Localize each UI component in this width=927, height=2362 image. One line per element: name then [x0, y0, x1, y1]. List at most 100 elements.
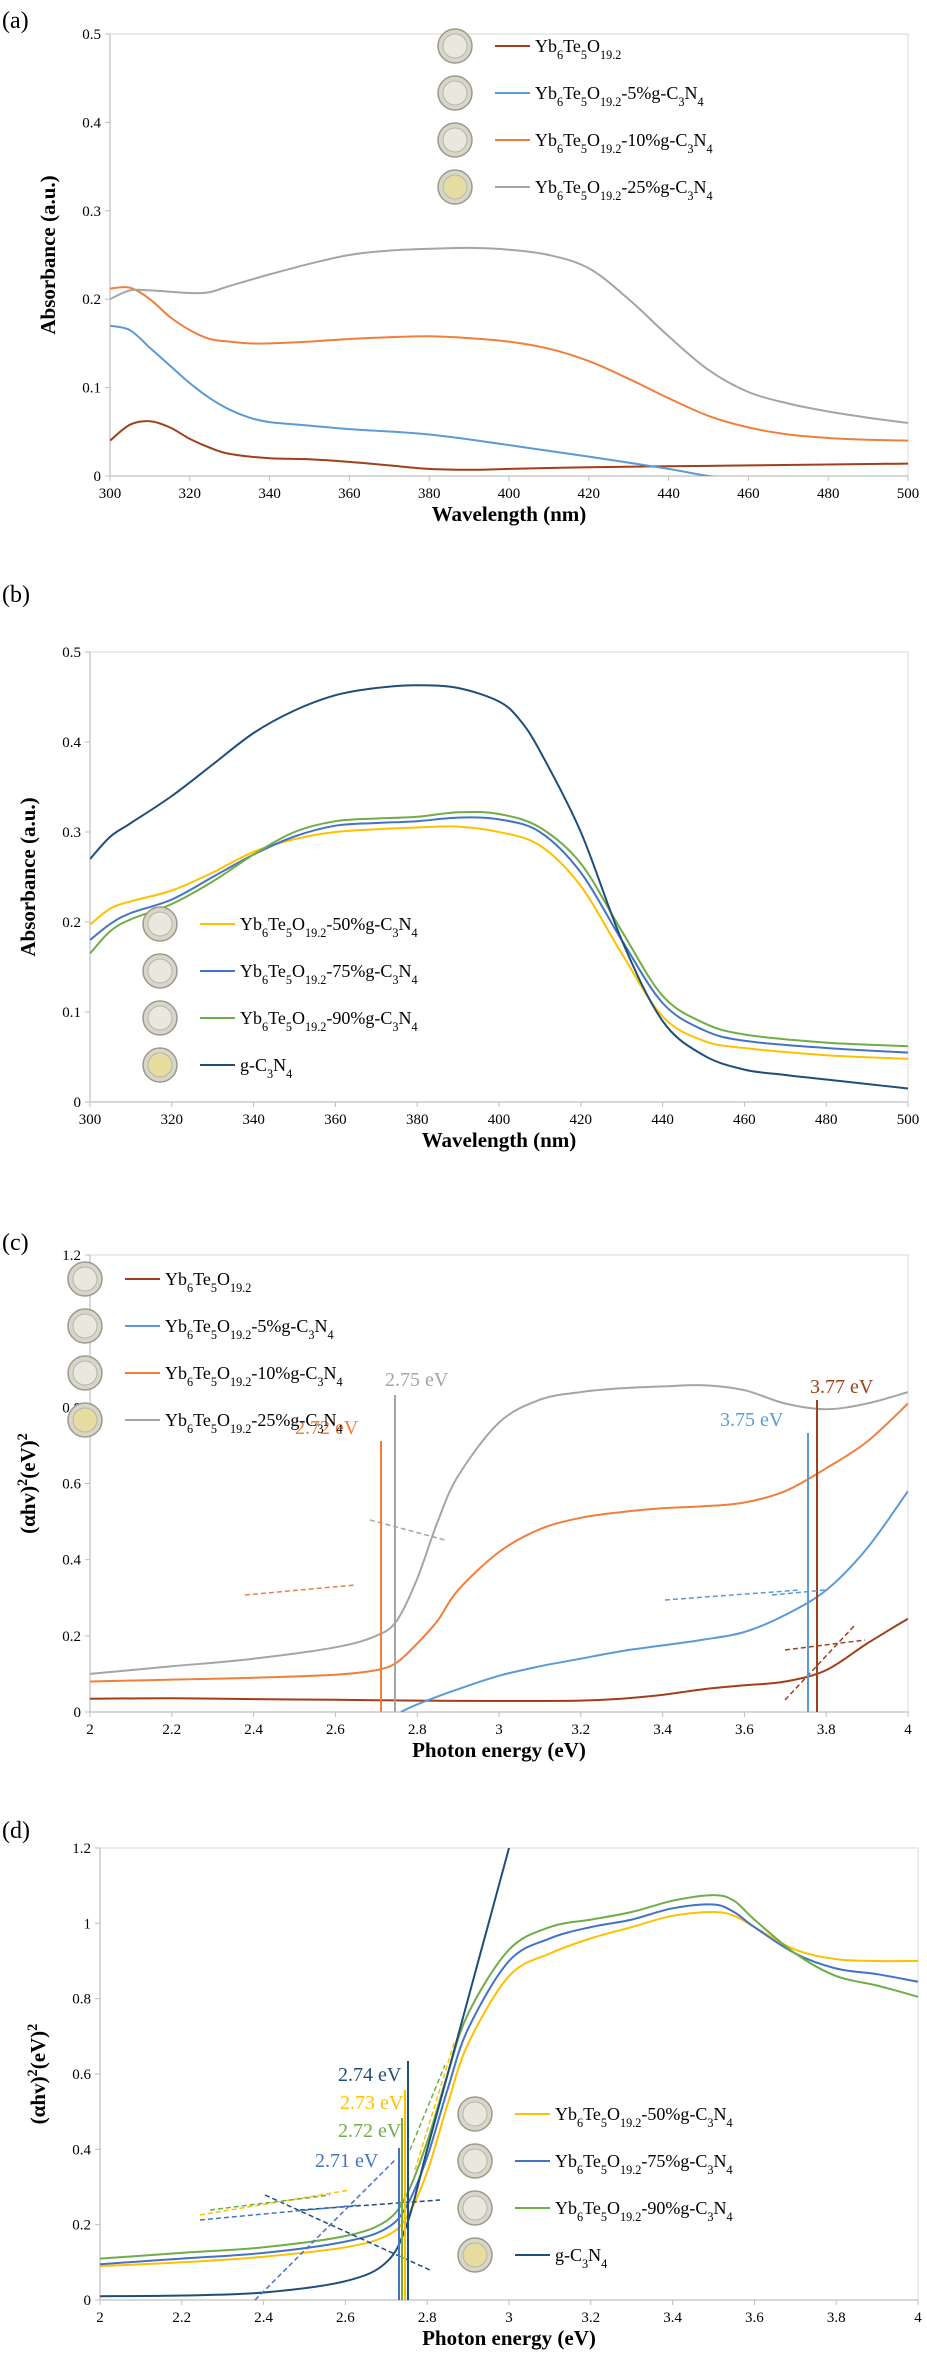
label-script: 6: [262, 973, 268, 987]
x-tick-label: 480: [815, 1112, 838, 1128]
label-part: (αhv): [26, 2076, 50, 2124]
x-tick-label: 2.8: [408, 1722, 427, 1738]
legend-entry: Yb6Te5O19.2-5%g-C3N4: [535, 83, 704, 109]
legend-entry: Yb6Te5O19.2-25%g-C3N4: [535, 177, 713, 203]
label-script: 3: [392, 1020, 398, 1034]
x-tick-label: 400: [488, 1112, 511, 1128]
label-part: Yb: [555, 2104, 577, 2124]
bandgap-label: 2.75 eV: [385, 1369, 449, 1391]
bandgap-line: [784, 1624, 856, 1701]
x-tick-label: 3.6: [735, 1722, 754, 1738]
sample-disk-inner: [72, 1266, 98, 1292]
y-tick-label: 0.1: [62, 1005, 81, 1021]
y-tick-label: 0.6: [72, 2067, 91, 2083]
label-script: 19.2: [230, 1375, 251, 1389]
label-part: Yb: [535, 83, 557, 103]
y-tick-label: 0.1: [82, 381, 101, 397]
label-script: 6: [187, 1281, 193, 1295]
label-part: O: [217, 1316, 230, 1336]
x-tick-label: 3.2: [571, 1722, 590, 1738]
label-script: 2: [15, 1433, 31, 1440]
legend-entry: g-C3N4: [240, 1055, 292, 1081]
legend: Yb6Te5O19.2 Yb6Te5O19.2-5%g-C3N4 Yb6Te5O19…: [437, 28, 713, 205]
sample-disk-inner: [442, 80, 468, 106]
label-part: Te: [193, 1269, 211, 1289]
label-script: 2: [25, 2024, 41, 2031]
label-part: -5%g-C: [251, 1316, 308, 1336]
x-tick-label: 360: [324, 1112, 347, 1128]
x-tick-label: 440: [657, 486, 680, 502]
series-group: [110, 246, 908, 476]
label-script: 3: [392, 973, 398, 987]
bandgap-line: [299, 2199, 441, 2211]
label-part: Te: [193, 1410, 211, 1430]
label-script: 5: [581, 95, 587, 109]
legend-entry: Yb6Te5O19.2: [535, 36, 621, 62]
bandgap-line: [771, 1589, 826, 1596]
label-script: 19.2: [620, 2163, 641, 2177]
legend: Yb6Te5O19.2Yb6Te5O19.2-5%g-C3N4Yb6Te5O19…: [67, 1261, 343, 1438]
legend-entry: Yb6Te5O19.2-75%g-C3N4: [240, 961, 418, 987]
label-part: Te: [563, 36, 581, 56]
bandgap-label: 2.72 eV: [338, 2120, 402, 2142]
label-part: g-C: [555, 2245, 582, 2265]
label-script: 6: [262, 926, 268, 940]
label-part: Te: [268, 961, 286, 981]
y-axis-label: (αhv)2(eV)2: [25, 2024, 50, 2125]
label-script: 19.2: [230, 1328, 251, 1342]
label-part: N: [694, 177, 707, 197]
label-script: 19.2: [600, 48, 621, 62]
label-script: 4: [601, 2257, 607, 2271]
bandgap-line: [199, 2204, 361, 2221]
x-tick-label: 2.2: [162, 1722, 181, 1738]
label-script: 6: [187, 1328, 193, 1342]
label-part: O: [292, 1008, 305, 1028]
label-script: 4: [286, 1067, 292, 1081]
x-tick-label: 380: [418, 486, 441, 502]
x-tick-label: 3.4: [653, 1722, 672, 1738]
label-part: Yb: [165, 1363, 187, 1383]
label-part: N: [714, 2104, 727, 2124]
legend: Yb6Te5O19.2-50%g-C3N4Yb6Te5O19.2-75%g-C3…: [457, 2096, 733, 2273]
label-script: 19.2: [305, 926, 326, 940]
y-tick-label: 0.5: [82, 27, 101, 43]
y-tick-label: 0.4: [62, 735, 81, 751]
label-part: Yb: [240, 961, 262, 981]
label-part: O: [607, 2151, 620, 2171]
x-tick-label: 3: [495, 1722, 503, 1738]
legend-entry: Yb6Te5O19.2: [165, 1269, 251, 1295]
label-part: N: [315, 1316, 328, 1336]
label-part: -25%g-C: [621, 177, 687, 197]
label-part: Te: [563, 130, 581, 150]
sample-disk-inner: [147, 1052, 173, 1078]
series-group: [90, 1384, 908, 1712]
label-part: Yb: [165, 1316, 187, 1336]
label-script: 6: [187, 1422, 193, 1436]
x-axis-label: Photon energy (eV): [422, 2326, 596, 2350]
chart-panel-1: (a) 300 320 340 360 380 400 420 440 460 480 500 0 0.1…: [2, 8, 919, 526]
bandgap-line: [409, 2064, 446, 2151]
label-script: 3: [707, 2116, 713, 2130]
series-line-2: [400, 1490, 908, 1712]
label-part: O: [587, 177, 600, 197]
label-part: Yb: [535, 177, 557, 197]
sample-disk-inner: [442, 174, 468, 200]
y-tick-label: 1: [84, 1916, 92, 1932]
series-group: [100, 1848, 918, 2298]
y-tick-label: 0.4: [72, 2142, 91, 2158]
label-script: 19.2: [620, 2210, 641, 2224]
x-tick-label: 3.4: [663, 2310, 682, 2326]
label-script: 6: [262, 1020, 268, 1034]
series-line-1: [110, 420, 908, 471]
x-tick-label: 2.6: [336, 2310, 355, 2326]
legend-entry: Yb6Te5O19.2-50%g-C3N4: [240, 914, 418, 940]
label-script: 19.2: [305, 973, 326, 987]
panel-label: (c): [2, 1230, 29, 1256]
x-tick-label: 2: [86, 1722, 94, 1738]
label-part: (eV): [26, 2031, 50, 2069]
label-script: 5: [286, 1020, 292, 1034]
label-script: 19.2: [620, 2116, 641, 2130]
label-part: Te: [193, 1316, 211, 1336]
label-part: O: [292, 961, 305, 981]
bandgap-line: [784, 1639, 866, 1651]
